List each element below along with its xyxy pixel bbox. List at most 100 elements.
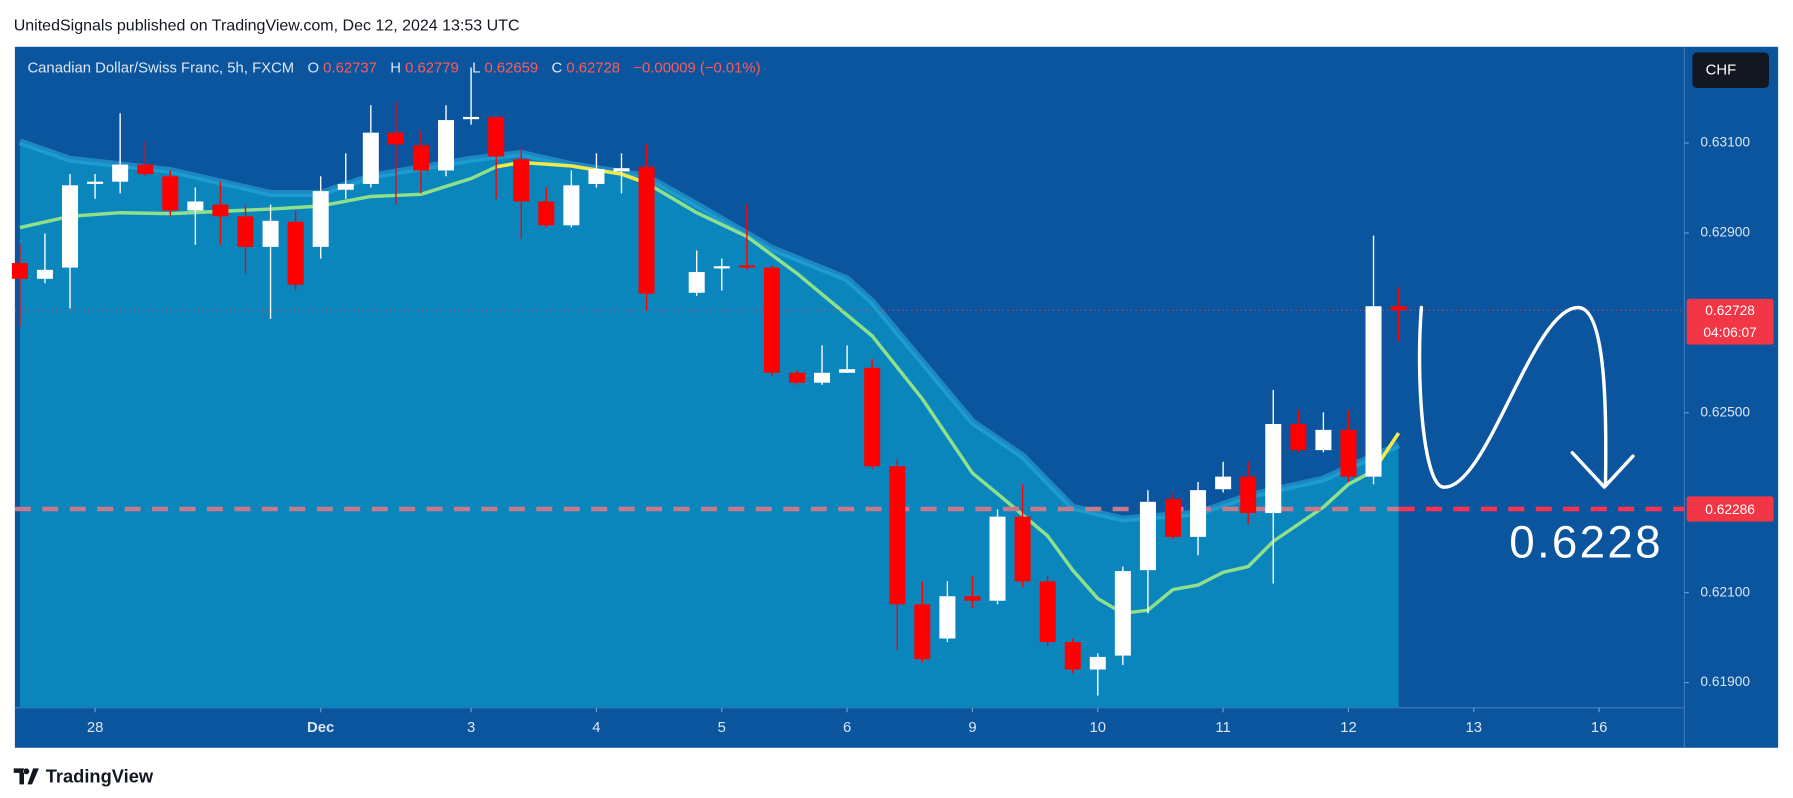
y-tick-label: 0.63100 [1700,135,1750,150]
candle-body [62,185,79,268]
logo-mark [13,768,39,785]
candle-body [1164,499,1181,537]
candle-body [889,466,906,605]
candle-body [1365,306,1382,477]
symbol-title: Canadian Dollar/Swiss Franc, 5h, FXCM [27,60,294,76]
candle-body [1265,424,1282,514]
candle-body [237,216,254,247]
candle-body [638,166,655,294]
low-value: 0.62659 [484,60,538,76]
candle-body [36,269,53,279]
candle-body [187,201,204,211]
band-area [19,141,1399,708]
candle-body [438,120,455,171]
x-tick-label: 28 [87,720,104,736]
overlay-layer: 0.63100 0.62900 0.62500 0.62100 0.61900 28 Dec… [87,135,1774,736]
candle-body [287,221,304,285]
candle-body [362,132,379,184]
last-price-marker [1686,298,1774,345]
candle-body [1290,424,1307,451]
open-value: 0.62737 [323,60,377,76]
publisher-line: UnitedSignals published on TradingView.c… [14,17,520,34]
candle-body [262,220,279,247]
last-price-label: 0.62728 [1705,303,1755,318]
candle-body [1390,306,1407,311]
candle-body [513,159,530,202]
legend: Canadian Dollar/Swiss Franc, 5h, FXCM O … [27,60,760,76]
drawn-arrow [1417,305,1608,489]
currency-box[interactable] [1692,52,1769,88]
x-tick-label: 10 [1090,720,1107,736]
high-value: 0.62779 [405,60,459,76]
y-tick-label: 0.61900 [1700,674,1750,689]
x-tick-label: 12 [1340,720,1357,736]
candle-body [337,183,354,190]
candle-body [1315,429,1332,451]
candle-body [738,265,755,268]
x-tick-label: 6 [843,720,851,736]
level-label: 0.62286 [1705,502,1755,517]
candle-body [1014,516,1031,582]
y-tick-label: 0.62500 [1700,404,1750,419]
candle-body [563,185,580,226]
candle-body [87,181,104,184]
x-tick-label: 9 [968,720,976,736]
candle-body [312,191,329,247]
change-value: −0.00009 (−0.01%) [633,60,760,76]
candle-body [488,116,505,157]
x-tick-label: 3 [467,720,475,736]
candle-body [1064,642,1081,670]
candle-body [814,372,831,383]
area-layer [18,138,1401,708]
footer-logo: TradingView [13,765,154,786]
candle-layer [11,67,1407,696]
countdown-label: 04:06:07 [1703,325,1756,340]
x-tick-label: 4 [592,720,600,736]
candle-body [989,516,1006,601]
candle-body [1139,501,1156,571]
candle-body [914,604,931,660]
candle-body [412,145,429,171]
candle-body [387,132,404,145]
band-edge [18,138,1401,523]
candle-body [162,176,179,211]
candle-body [964,596,981,601]
low-letter: L [472,60,480,76]
candle-body [1340,429,1357,477]
y-tick-label: 0.62100 [1700,584,1750,599]
candle-body [137,164,154,175]
candle-body [1039,581,1056,643]
candle-body [864,367,881,467]
candle-body [212,204,229,217]
candle-body [538,201,555,226]
y-tick-label: 0.62900 [1700,225,1750,240]
close-value: 0.62728 [566,60,620,76]
candle-body [1089,656,1106,670]
candle-body [613,168,630,172]
candle-body [688,272,705,293]
candle-body [788,372,805,383]
candle-body [1215,476,1232,490]
x-tick-label: 11 [1215,720,1230,736]
candle-body [1190,490,1207,537]
currency-label[interactable]: CHF [1706,63,1737,79]
arrow-head [1570,451,1635,489]
moving-average [19,160,1401,616]
brand-name: TradingView [46,765,154,786]
candle-body [463,116,480,120]
level-annotation: 0.6228 [1509,517,1663,568]
x-tick-label: Dec [307,720,334,736]
candle-body [1240,476,1257,514]
level-marker [1686,496,1774,522]
candle-body [713,266,730,269]
close-letter: C [551,60,562,76]
candle-body [839,369,856,373]
candle-body [588,169,605,184]
candle-body [763,267,780,373]
candle-body [11,263,28,279]
candle-body [939,596,956,639]
open-letter: O [307,60,319,76]
high-letter: H [390,60,401,76]
x-tick-label: 13 [1466,720,1483,736]
